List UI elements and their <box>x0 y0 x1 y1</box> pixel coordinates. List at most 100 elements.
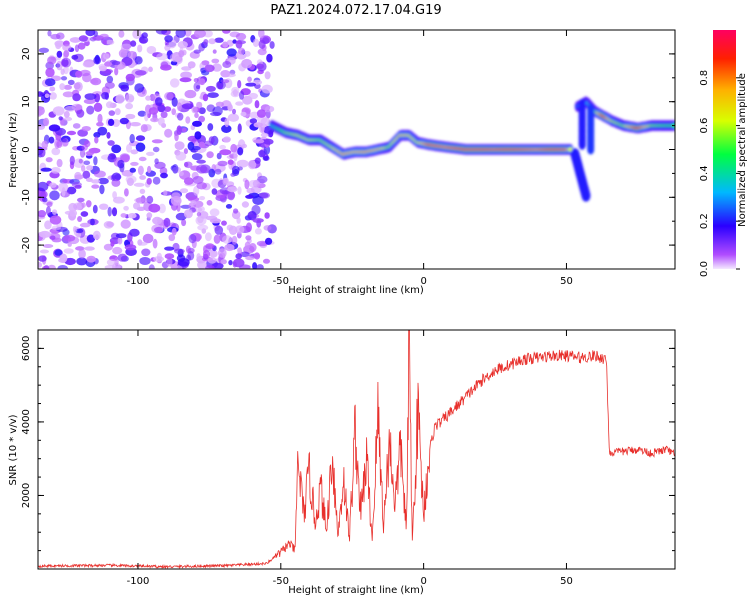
noise-blob <box>219 144 227 150</box>
noise-blob <box>239 251 250 258</box>
noise-blob <box>93 30 98 37</box>
noise-blob <box>78 158 83 164</box>
noise-blob <box>75 70 83 78</box>
noise-blob <box>78 35 88 42</box>
noise-blob <box>185 245 191 254</box>
noise-blob <box>237 147 244 156</box>
noise-blob <box>164 246 175 251</box>
noise-blob <box>97 126 108 136</box>
noise-blob <box>241 58 253 69</box>
noise-blob <box>204 64 215 73</box>
noise-blob <box>133 182 145 187</box>
snr-y-tick-label: 2000 <box>21 483 32 508</box>
noise-blob <box>227 113 239 122</box>
noise-blob <box>197 215 204 224</box>
noise-blob <box>175 151 187 161</box>
noise-blob <box>57 265 69 269</box>
noise-blob <box>76 109 85 118</box>
noise-blob <box>137 110 147 117</box>
noise-blob <box>49 215 62 225</box>
noise-blob <box>71 103 83 111</box>
noise-blob <box>224 117 230 128</box>
noise-blob <box>138 36 149 44</box>
noise-blob <box>117 159 125 169</box>
noise-blob <box>107 140 115 146</box>
noise-blob <box>260 132 269 138</box>
noise-blob <box>237 186 242 195</box>
noise-blob <box>104 61 112 67</box>
noise-blob <box>56 50 63 58</box>
noise-blob <box>120 213 127 218</box>
colorbar-tick-label: 0.4 <box>699 165 710 181</box>
noise-blob <box>129 122 141 127</box>
noise-blob <box>256 264 264 269</box>
noise-blob <box>49 86 56 92</box>
noise-blob <box>176 125 182 135</box>
noise-blob <box>247 159 257 170</box>
noise-blob <box>177 112 184 121</box>
noise-blob <box>202 93 209 102</box>
noise-blob <box>197 224 209 231</box>
noise-blob <box>225 204 233 209</box>
noise-blob <box>258 150 266 158</box>
noise-blob <box>235 32 247 41</box>
noise-blob <box>144 112 149 122</box>
noise-blob <box>86 165 94 171</box>
noise-blob <box>81 165 86 172</box>
noise-blob <box>191 153 203 161</box>
noise-blob <box>183 209 193 219</box>
noise-blob <box>112 246 123 255</box>
noise-blob <box>213 234 221 244</box>
noise-blob <box>119 117 129 125</box>
noise-blob <box>125 73 135 82</box>
noise-blob <box>246 187 255 194</box>
snr-y-tick-label: 4000 <box>21 409 32 434</box>
colorbar-gradient <box>713 30 736 269</box>
noise-blob <box>132 30 142 39</box>
noise-blob <box>196 159 206 164</box>
noise-blob <box>247 76 252 83</box>
noise-blob <box>228 225 238 235</box>
noise-blob <box>92 204 98 214</box>
noise-blob <box>211 188 218 195</box>
noise-blob <box>203 249 210 259</box>
noise-blob <box>78 249 86 259</box>
noise-blob <box>193 185 200 196</box>
colorbar: 0.0 0.2 0.4 0.6 0.8 Normalized spectral ampl… <box>699 30 748 277</box>
noise-blob <box>164 44 171 52</box>
noise-blob <box>188 234 197 244</box>
noise-blob <box>86 105 95 115</box>
noise-blob <box>178 171 184 177</box>
noise-blob <box>129 228 140 237</box>
noise-blob <box>123 205 129 211</box>
noise-blob <box>106 258 117 266</box>
noise-blob <box>226 48 237 57</box>
noise-blob <box>219 149 232 156</box>
noise-blob <box>205 232 212 242</box>
noise-blob <box>203 39 209 45</box>
noise-blob <box>257 48 267 56</box>
noise-blob <box>256 63 264 70</box>
noise-blob <box>259 192 270 199</box>
noise-blob <box>243 50 251 57</box>
noise-blob <box>266 53 273 63</box>
noise-blob <box>107 118 115 126</box>
noise-blob <box>166 257 173 267</box>
noise-blob <box>111 144 122 154</box>
noise-blob <box>97 113 103 124</box>
snr-line <box>38 330 675 569</box>
noise-blob <box>63 248 74 254</box>
noise-blob <box>174 248 185 254</box>
noise-blob <box>86 234 96 243</box>
noise-blob <box>129 133 135 144</box>
noise-blob <box>253 139 265 144</box>
noise-blob <box>160 111 168 119</box>
noise-blob <box>107 206 112 217</box>
noise-blob <box>238 47 245 55</box>
noise-blob <box>79 148 86 158</box>
snr-panel: -100 -50 0 50 2000 4000 6000 Height of straig… <box>8 329 676 596</box>
noise-blob <box>84 246 95 251</box>
noise-blob <box>145 95 152 101</box>
noise-blob <box>231 86 240 94</box>
noise-blob <box>184 30 192 37</box>
